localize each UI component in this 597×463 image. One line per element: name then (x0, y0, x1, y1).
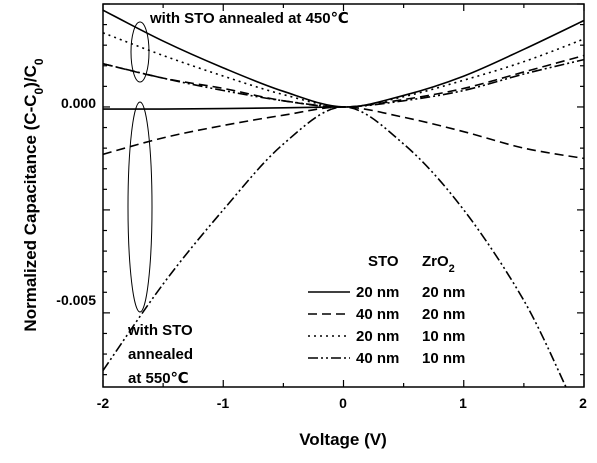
x-tick-label: 0 (339, 395, 347, 411)
x-tick-label: 1 (459, 395, 467, 411)
legend-zro2-value: 10 nm (422, 350, 465, 367)
series-line-dashdotdot-6 (103, 106, 567, 387)
x-tick-label: -1 (217, 395, 230, 411)
legend-sto-value: 40 nm (356, 350, 399, 367)
legend-sto-value: 20 nm (356, 284, 399, 301)
x-axis-title: Voltage (V) (299, 430, 387, 449)
x-tick-label: -2 (97, 395, 110, 411)
annotation-ellipse-450 (130, 21, 150, 83)
legend-zro2-value: 20 nm (422, 284, 465, 301)
legend-zro2-value: 20 nm (422, 306, 465, 323)
legend-header-sto: STO (368, 253, 399, 270)
series-line-dotted-4 (103, 32, 584, 108)
x-tick-label: 2 (579, 395, 587, 411)
legend-sto-value: 40 nm (356, 306, 399, 323)
y-axis-title: Normalized Capacitance (C-C0)/C0 (21, 58, 46, 331)
series-line-dashed-3 (103, 106, 584, 160)
annotation-450: with STO annealed at 450℃ (149, 10, 349, 27)
series-group (103, 9, 584, 387)
y-tick-label: 0.000 (61, 95, 96, 111)
annotation-550-line3: at 550℃ (128, 370, 189, 387)
annotation-550-line1: with STO (127, 322, 193, 339)
annotation-ellipse-550 (127, 101, 153, 313)
series-line-dashdotdot-5 (103, 58, 584, 108)
y-tick-label: -0.005 (56, 292, 96, 308)
annotation-550-line2: annealed (128, 346, 193, 363)
legend-sto-value: 20 nm (356, 328, 399, 345)
legend: STO ZrO2 20 nm 20 nm 40 nm 20 nm 20 nm 1… (308, 253, 465, 367)
legend-zro2-value: 10 nm (422, 328, 465, 345)
series-line-solid-1 (103, 106, 344, 110)
legend-header-zro2: ZrO2 (422, 253, 455, 275)
axis-ticks (102, 3, 585, 387)
